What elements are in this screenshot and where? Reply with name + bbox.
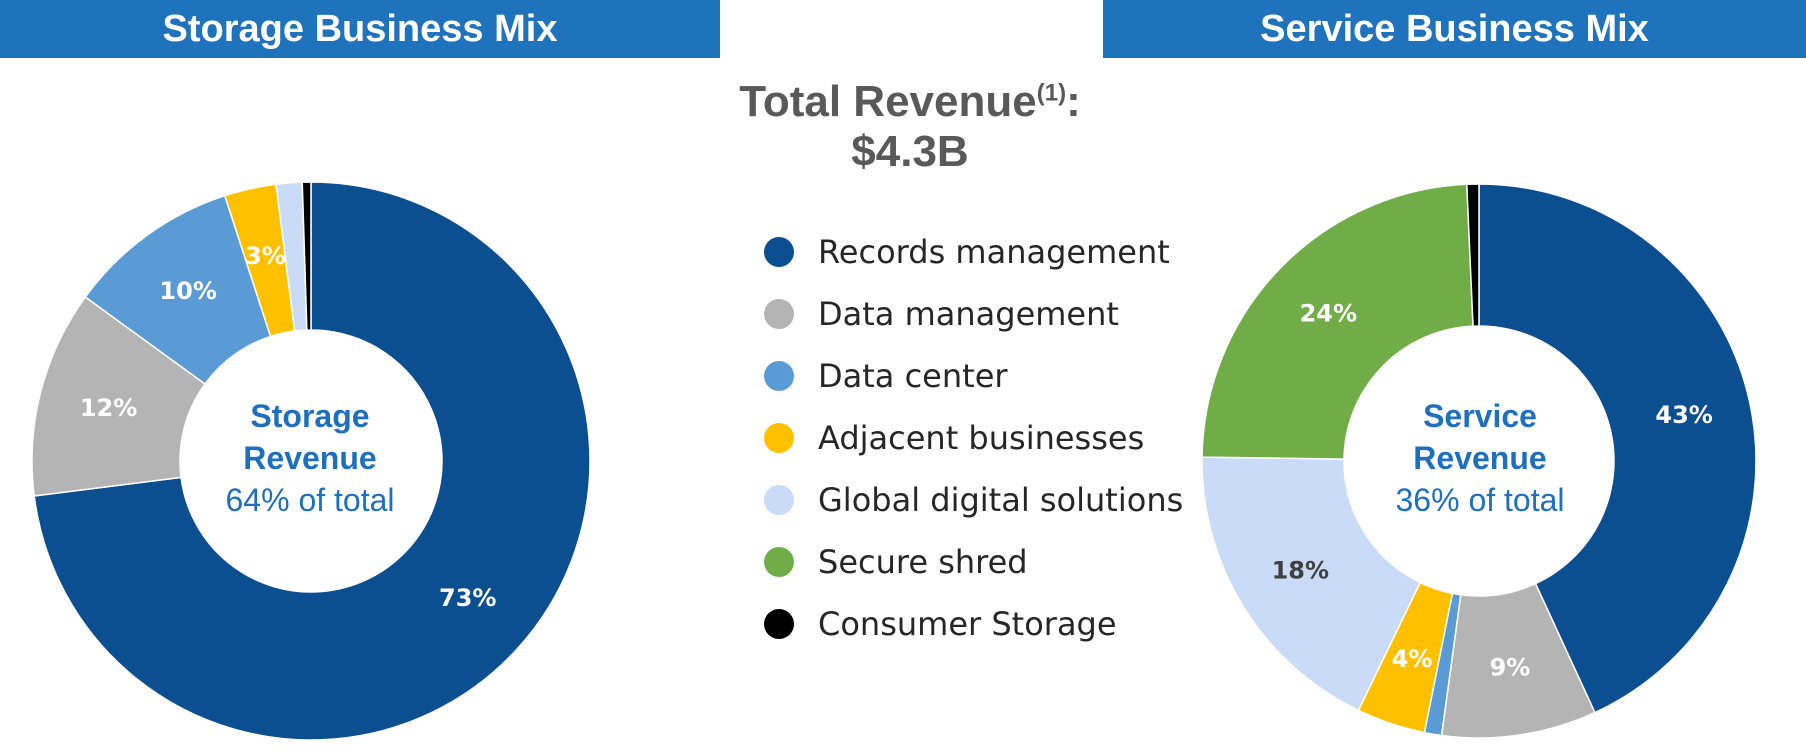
legend-swatch	[764, 547, 794, 577]
storage-center-label: Storage Revenue 64% of total	[180, 395, 440, 521]
service-center-title-2: Revenue	[1413, 440, 1547, 476]
legend-item: Secure shred	[764, 531, 1183, 593]
legend-swatch	[764, 423, 794, 453]
storage-slice-label: 10%	[159, 277, 216, 305]
legend-item: Global digital solutions	[764, 469, 1183, 531]
legend-item: Consumer Storage	[764, 593, 1183, 655]
legend-swatch	[764, 299, 794, 329]
legend-swatch	[764, 361, 794, 391]
storage-slice-records-management	[33, 181, 591, 741]
legend-swatch	[764, 609, 794, 639]
legend-label: Data center	[818, 357, 1008, 395]
legend-label: Adjacent businesses	[818, 419, 1145, 457]
legend-item: Adjacent businesses	[764, 407, 1183, 469]
total-revenue-colon: :	[1066, 77, 1081, 126]
service-slice-global-digital-solutions	[1201, 456, 1422, 712]
service-center-label: Service Revenue 36% of total	[1350, 395, 1610, 521]
service-slice-consumer-storage	[1465, 183, 1480, 327]
storage-slice-consumer-storage	[301, 181, 312, 331]
service-slice-secure-shred	[1201, 183, 1474, 460]
storage-center-title-1: Storage	[250, 398, 370, 434]
service-slice-label: 9%	[1490, 654, 1531, 682]
service-slice-records-management	[1478, 183, 1757, 714]
footnote-marker: (1)	[1036, 79, 1067, 107]
service-center-title-1: Service	[1423, 398, 1537, 434]
storage-slice-label: 3%	[245, 242, 286, 270]
total-revenue-label: Total Revenue(1):	[690, 80, 1130, 124]
legend-label: Data management	[818, 295, 1119, 333]
storage-slice-label: 12%	[80, 394, 137, 422]
legend-label: Secure shred	[818, 543, 1028, 581]
legend-swatch	[764, 237, 794, 267]
storage-center-title-2: Revenue	[243, 440, 377, 476]
legend-swatch	[764, 485, 794, 515]
legend-label: Consumer Storage	[818, 605, 1117, 643]
legend-label: Global digital solutions	[818, 481, 1184, 519]
service-slice-label: 18%	[1272, 556, 1329, 584]
storage-slice-label: 73%	[439, 584, 496, 612]
service-slice-label: 4%	[1392, 645, 1433, 673]
legend-item: Data management	[764, 283, 1183, 345]
legend: Records management Data management Data …	[764, 221, 1183, 655]
legend-label: Records management	[818, 233, 1170, 271]
service-mix-banner: Service Business Mix	[1103, 0, 1806, 58]
storage-mix-banner: Storage Business Mix	[0, 0, 720, 58]
storage-slice-data-management	[31, 295, 207, 497]
service-slice-label: 24%	[1300, 300, 1357, 328]
legend-item: Records management	[764, 221, 1183, 283]
storage-center-subtitle: 64% of total	[225, 482, 395, 518]
total-revenue-value: $4.3B	[851, 127, 969, 176]
service-slice-label: 43%	[1655, 401, 1712, 429]
total-revenue-text: Total Revenue	[739, 77, 1037, 126]
legend-item: Data center	[764, 345, 1183, 407]
service-center-subtitle: 36% of total	[1395, 482, 1565, 518]
